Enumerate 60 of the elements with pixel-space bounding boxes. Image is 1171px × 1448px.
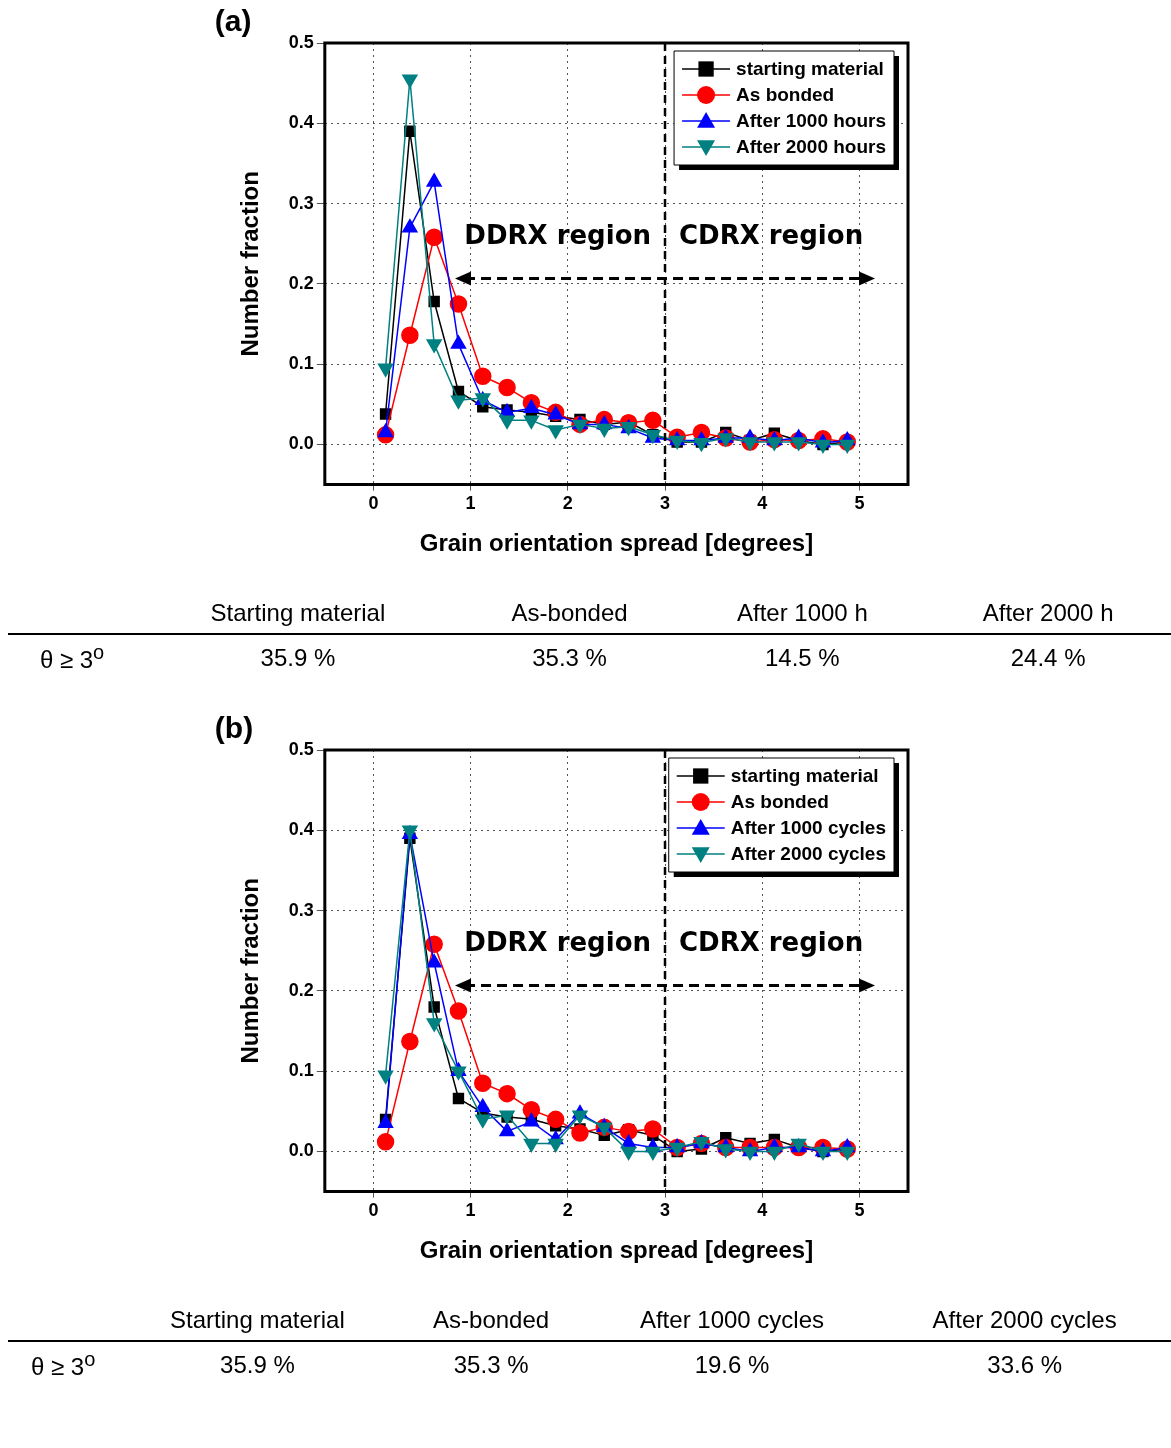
legend-label: starting material <box>736 58 884 80</box>
text: 24.4 % <box>1010 643 1086 671</box>
text: 35.9 % <box>220 1350 295 1378</box>
x-tick-label: 0 <box>368 493 379 514</box>
category-label: Starting material <box>209 598 387 628</box>
y-tick-label: 0.4 <box>288 819 314 840</box>
category-label: After 1000 h <box>735 598 869 628</box>
y-tick-label: 0.4 <box>288 112 314 133</box>
x-tick-label: 1 <box>465 493 476 514</box>
x-tick-label: 5 <box>854 1200 865 1221</box>
legend-label: After 2000 cycles <box>730 843 887 865</box>
x-tick-label: 1 <box>465 1200 476 1221</box>
text: 35.3 % <box>453 1350 529 1378</box>
y-tick-label: 0.0 <box>288 433 314 454</box>
text: 33.6 % <box>987 1350 1063 1378</box>
legend-label: As bonded <box>736 84 835 106</box>
legend-label: starting material <box>730 765 879 787</box>
annotation: CDRX region <box>679 927 864 958</box>
x-tick-label: 2 <box>562 1200 573 1221</box>
x-tick-label: 5 <box>854 493 865 514</box>
y-tick-label: 0.3 <box>288 899 314 920</box>
x-tick-label: 4 <box>757 1200 768 1221</box>
y-tick-label: 0.0 <box>288 1140 314 1161</box>
category-label: As-bonded <box>510 598 629 628</box>
annotation: DDRX region <box>464 927 652 958</box>
y-axis-title: Number fraction <box>236 878 264 1064</box>
x-tick-label: 0 <box>368 1200 379 1221</box>
y-axis-title: Number fraction <box>236 171 264 357</box>
y-tick-label: 0.1 <box>288 353 314 374</box>
text: 35.9 % <box>260 643 336 671</box>
annotation: DDRX region <box>464 220 652 251</box>
x-axis-title: Grain orientation spread [degrees] <box>419 529 814 557</box>
category-label: After 2000 cycles <box>931 1305 1118 1335</box>
y-tick-label: 0.2 <box>288 272 314 293</box>
chart-title: (a) <box>214 4 252 38</box>
y-tick-label: 0.5 <box>288 738 314 759</box>
category-label: θ ≥ 3$^{o}$ <box>39 641 105 673</box>
chart-title: (b) <box>214 711 254 745</box>
legend-label: After 2000 hours <box>736 136 887 158</box>
x-axis-title: Grain orientation spread [degrees] <box>419 1236 814 1264</box>
y-tick-label: 0.5 <box>288 31 314 52</box>
category-label: After 1000 cycles <box>638 1305 826 1335</box>
category-label: θ ≥ 3$^{o}$ <box>30 1348 96 1380</box>
x-tick-label: 3 <box>660 1200 671 1221</box>
legend-label: After 1000 hours <box>736 110 887 132</box>
annotation: CDRX region <box>679 220 864 251</box>
legend-label: After 1000 cycles <box>730 817 887 839</box>
category-label: After 2000 h <box>981 598 1115 628</box>
x-tick-label: 2 <box>562 493 573 514</box>
x-tick-label: 3 <box>660 493 671 514</box>
text: 19.6 % <box>694 1350 770 1378</box>
text: 14.5 % <box>764 643 840 671</box>
category-label: As-bonded <box>432 1305 551 1335</box>
y-tick-label: 0.1 <box>288 1060 314 1081</box>
y-tick-label: 0.2 <box>288 979 314 1000</box>
x-tick-label: 4 <box>757 493 768 514</box>
category-label: Starting material <box>169 1305 346 1335</box>
y-tick-label: 0.3 <box>288 192 314 213</box>
text: 35.3 % <box>532 643 607 671</box>
legend-label: As bonded <box>730 791 829 813</box>
